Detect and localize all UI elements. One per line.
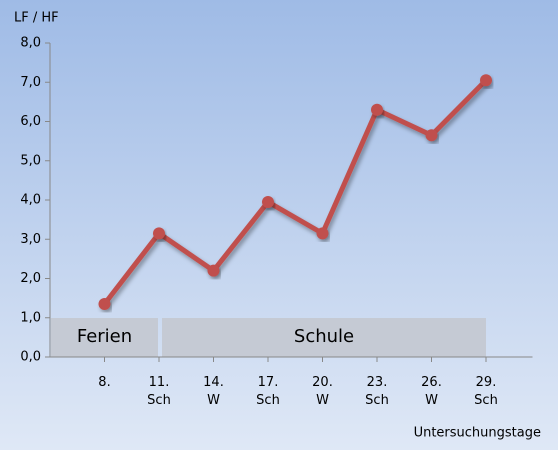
y-tick-label: 4,0: [20, 193, 41, 208]
x-tick-label: 20. W: [312, 375, 333, 408]
y-tick-label: 5,0: [20, 153, 41, 168]
y-tick-label: 2,0: [20, 271, 41, 286]
y-axis-label: LF / HF: [14, 11, 59, 26]
annotation: Ferien: [77, 326, 132, 347]
annotation-box: [51, 318, 158, 357]
marker: [98, 298, 111, 311]
annotation: Schule: [294, 326, 354, 347]
x-axis-label: Untersuchungstage: [414, 426, 541, 441]
y-tick-label: 1,0: [20, 310, 41, 325]
y-tick-label: 6,0: [20, 114, 41, 129]
marker: [153, 227, 165, 240]
marker: [480, 74, 492, 87]
marker: [425, 129, 438, 142]
x-tick-label: 14. W: [203, 375, 224, 408]
x-tick-label: 23. Sch: [365, 375, 389, 408]
annotation-box: [162, 318, 486, 357]
y-tick-label: 0,0: [20, 350, 41, 365]
x-tick-label: 11. Sch: [147, 375, 171, 408]
marker: [207, 264, 220, 277]
y-tick-label: 8,0: [20, 36, 41, 51]
y-tick-label: 3,0: [20, 232, 41, 247]
y-tick-label: 7,0: [20, 75, 41, 90]
marker: [262, 195, 274, 208]
x-tick-label: 8.: [98, 375, 111, 390]
marker: [316, 227, 329, 240]
marker: [371, 103, 383, 116]
x-tick-label: 29. Sch: [474, 375, 498, 408]
line: [102, 78, 488, 306]
x-tick-label: 26. W: [421, 375, 442, 408]
x-tick-label: 17. Sch: [256, 375, 280, 408]
